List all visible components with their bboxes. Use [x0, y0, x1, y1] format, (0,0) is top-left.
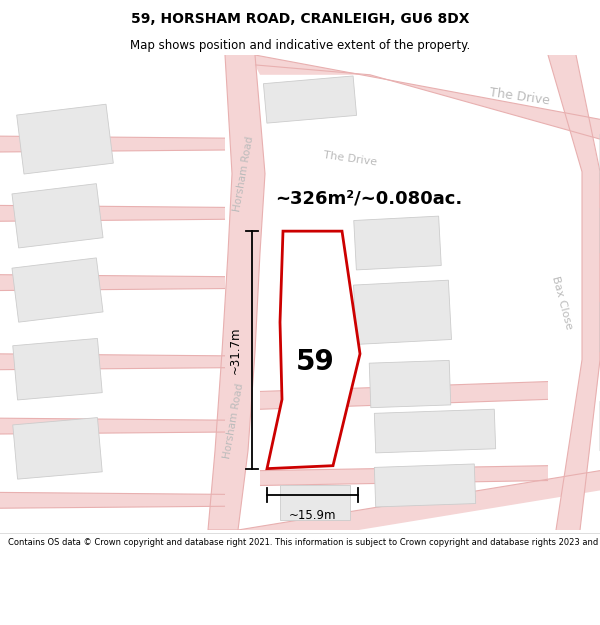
Polygon shape — [0, 275, 225, 291]
Text: 59: 59 — [296, 348, 334, 376]
Polygon shape — [12, 184, 103, 248]
Polygon shape — [369, 361, 451, 408]
Polygon shape — [0, 206, 225, 221]
Text: Bax Close: Bax Close — [550, 274, 574, 330]
Polygon shape — [0, 354, 225, 369]
Polygon shape — [208, 55, 265, 530]
Text: ~31.7m: ~31.7m — [229, 326, 242, 374]
Text: Contains OS data © Crown copyright and database right 2021. This information is : Contains OS data © Crown copyright and d… — [8, 538, 600, 547]
Polygon shape — [208, 471, 600, 550]
Polygon shape — [267, 231, 360, 469]
Text: Horsham Road: Horsham Road — [232, 135, 256, 212]
Text: ~15.9m: ~15.9m — [289, 509, 336, 522]
Polygon shape — [354, 216, 441, 270]
Polygon shape — [260, 381, 548, 409]
Polygon shape — [0, 492, 225, 508]
Polygon shape — [374, 464, 476, 507]
Text: The Drive: The Drive — [323, 150, 377, 168]
Polygon shape — [374, 409, 496, 453]
Polygon shape — [353, 280, 452, 344]
Polygon shape — [12, 258, 103, 322]
Polygon shape — [0, 136, 225, 152]
Polygon shape — [260, 466, 548, 486]
Polygon shape — [548, 55, 600, 530]
Polygon shape — [280, 486, 350, 520]
Text: 59, HORSHAM ROAD, CRANLEIGH, GU6 8DX: 59, HORSHAM ROAD, CRANLEIGH, GU6 8DX — [131, 12, 469, 26]
Text: ~326m²/~0.080ac.: ~326m²/~0.080ac. — [275, 189, 462, 208]
Polygon shape — [0, 418, 225, 434]
Text: The Drive: The Drive — [489, 86, 551, 107]
Polygon shape — [13, 338, 102, 400]
Polygon shape — [263, 76, 356, 123]
Polygon shape — [255, 55, 600, 139]
Polygon shape — [13, 418, 102, 479]
Polygon shape — [17, 104, 113, 174]
Text: Map shows position and indicative extent of the property.: Map shows position and indicative extent… — [130, 39, 470, 51]
Text: Horsham Road: Horsham Road — [223, 382, 245, 459]
